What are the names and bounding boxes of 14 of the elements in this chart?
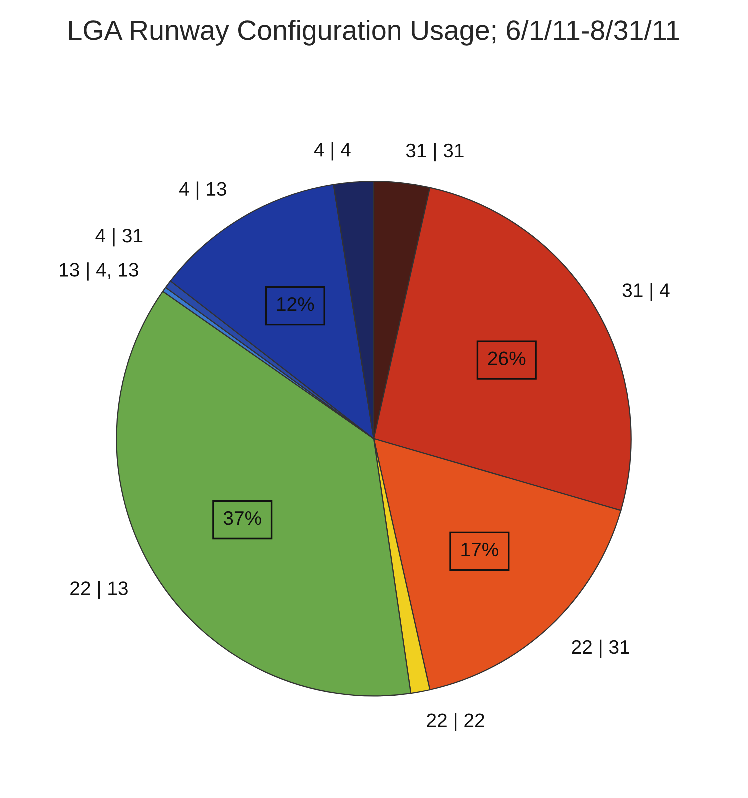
- slice-label: 31 | 4: [622, 283, 670, 302]
- data-label: 12%: [277, 297, 314, 312]
- slice-label: 22 | 31: [572, 640, 630, 658]
- data-label: 37%: [224, 511, 262, 526]
- slice-label: 13 | 4, 13: [60, 262, 138, 281]
- slice-label: 4 | 4: [314, 142, 351, 161]
- data-label: 26%: [488, 352, 526, 366]
- slice-label: 22 | 13: [70, 581, 128, 600]
- slice-label: 4 | 31: [96, 228, 143, 247]
- chart-title: LGA Runway Configuration Usage; 6/1/11-8/31/11: [70, 20, 680, 46]
- slice-label: 4 | 13: [179, 182, 226, 200]
- data-label: 17%: [462, 542, 498, 557]
- slice-label: 31 | 31: [406, 143, 464, 162]
- slice-label: 22 | 22: [427, 713, 484, 732]
